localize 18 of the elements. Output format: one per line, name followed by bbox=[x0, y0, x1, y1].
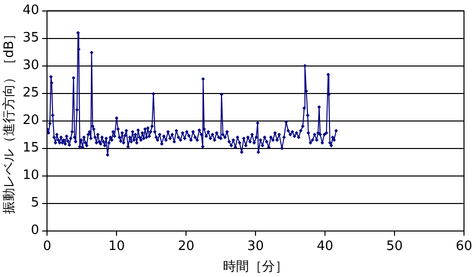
y-tick-label: 0 bbox=[30, 223, 40, 238]
x-tick-label: 60 bbox=[456, 238, 472, 254]
y-tick-label: 20 bbox=[22, 113, 40, 128]
x-tick-label: 10 bbox=[108, 238, 125, 254]
y-tick-label: 35 bbox=[22, 30, 40, 46]
y-tick-label: 40 bbox=[22, 3, 40, 18]
y-tick-label: 15 bbox=[22, 140, 40, 156]
y-tick-label: 25 bbox=[22, 86, 40, 101]
x-tick-label: 50 bbox=[386, 238, 403, 254]
y-axis-title: 振動レベル（進行方向）［dB］ bbox=[1, 28, 18, 214]
x-tick-label: 30 bbox=[247, 238, 264, 254]
y-tick-label: 30 bbox=[22, 58, 40, 74]
y-tick-label: 10 bbox=[22, 168, 40, 184]
x-tick-label: 20 bbox=[178, 238, 194, 254]
x-axis-title: 時間［分］ bbox=[223, 260, 288, 275]
x-tick-label: 0 bbox=[43, 238, 52, 254]
x-tick-label: 40 bbox=[316, 238, 334, 254]
y-tick-label: 5 bbox=[30, 196, 40, 211]
